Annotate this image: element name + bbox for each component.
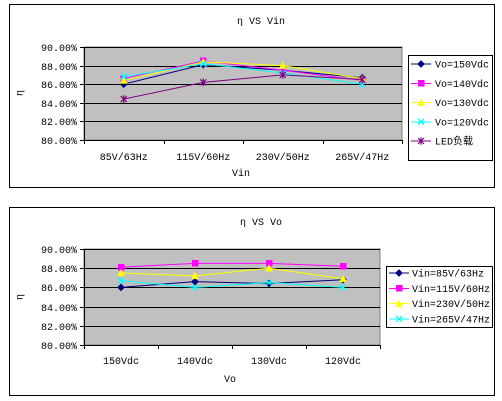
chart-2-legend-marker — [395, 299, 403, 307]
chart-2-legend-label: Vin=230V/50Hz — [412, 299, 490, 311]
chart-2-legend-marker — [395, 269, 403, 277]
chart-2-y-tick-label: 86.00% — [41, 284, 77, 295]
chart-1-legend-marker — [417, 80, 425, 87]
chart-1-series-3-point — [119, 76, 128, 84]
chart-1-y-axis-label: η — [16, 90, 27, 96]
chart-2-series-3-point — [191, 271, 199, 280]
chart-2-frame: η VS Vo 80.00% 82.00% 84.00% 86.00% 88.00% 90.… — [9, 207, 495, 396]
chart-1-y-tick-label: 82.00% — [41, 118, 77, 129]
chart-2-title: η VS Vo — [240, 218, 282, 229]
chart-2-series-1-point — [191, 277, 199, 286]
chart-1-legend: Vo=150Vdc Vo=140Vdc Vo=130Vdc Vo=120Vdc LED负… — [408, 55, 493, 161]
chart-1-legend-entry: LED负载 — [411, 135, 473, 149]
chart-1-series-4-point — [120, 73, 128, 81]
chart-2-series-4-point — [117, 277, 125, 285]
chart-1-series-1-line — [123, 64, 363, 85]
chart-1-legend-marker — [417, 60, 425, 68]
chart-2-series-2-point — [339, 263, 347, 270]
chart-1-series-4-line — [123, 63, 363, 85]
chart-2-legend-marker — [395, 285, 403, 292]
chart-1-series-5-point — [279, 71, 287, 79]
chart-2-y-axis-label: η — [16, 294, 27, 300]
chart-2-series-4-point — [339, 283, 347, 291]
chart-2-legend-label: Vin=85V/63Hz — [412, 269, 484, 281]
chart-1-legend-entry: Vo=130Vdc — [411, 98, 489, 110]
chart-1-series-3-point — [278, 61, 287, 69]
chart-2-legend-marker — [395, 315, 403, 323]
chart-1-y-tick-label: 88.00% — [41, 63, 77, 74]
chart-2-legend: Vin=85V/63Hz Vin=115V/60Hz Vin=230V/50Hz Vi… — [386, 266, 493, 328]
chart-2-plot-area — [83, 248, 381, 346]
chart-2-series-4-line — [120, 280, 344, 288]
chart-2-svg: η VS Vo 80.00% 82.00% 84.00% 86.00% 88.00% 90.… — [16, 218, 493, 386]
chart-1-legend-marker — [417, 118, 425, 126]
chart-1-x-tick-label: 230V/50Hz — [256, 152, 310, 164]
chart-2-x-tick-label: 130Vdc — [251, 356, 287, 368]
chart-2-legend-entry: Vin=265V/47Hz — [389, 314, 490, 326]
chart-2-series-2-point — [191, 260, 199, 267]
chart-2-series-1-point — [117, 283, 125, 292]
chart-1-y-tick-label: 84.00% — [41, 100, 77, 111]
chart-2-y-tick-label: 80.00% — [41, 342, 77, 353]
chart-2-series-4-point — [265, 279, 273, 287]
chart-2-y-tick-label: 84.00% — [41, 304, 77, 315]
chart-1-frame: η VS Vin 80.00% 82.00% 84.00% 86.00% 88.00% 90… — [9, 4, 495, 188]
chart-1-series-5-line — [123, 74, 363, 100]
chart-2-legend-entry: Vin=115V/60Hz — [389, 284, 490, 296]
chart-1-x-tick-label: 115V/60Hz — [176, 152, 230, 164]
chart-2-legend-box — [386, 266, 493, 328]
chart-2-legend-entry: Vin=85V/63Hz — [389, 269, 484, 281]
chart-2-series-3-point — [339, 274, 347, 283]
chart-1-series-5-point — [199, 78, 207, 87]
chart-2-series-3-point — [265, 264, 273, 272]
chart-1-legend-marker — [417, 137, 425, 145]
chart-1-legend-marker — [417, 98, 425, 106]
chart-2-y-tick-label: 90.00% — [41, 246, 77, 257]
chart-2-series-3-point — [117, 268, 125, 277]
chart-1-series-5-point — [120, 95, 128, 103]
chart-1-legend-label: LED负载 — [435, 135, 473, 149]
chart-2-y-tick-label: 88.00% — [41, 265, 77, 276]
chart-1-legend-label: Vo=140Vdc — [435, 79, 489, 91]
chart-2-legend-label: Vin=115V/60Hz — [412, 284, 490, 296]
chart-2-series-4 — [117, 277, 347, 291]
chart-1-x-tick-label: 265V/47Hz — [335, 152, 389, 164]
chart-2-series-3 — [117, 264, 347, 283]
chart-1-title: η VS Vin — [237, 16, 285, 28]
chart-2-x-tick-label: 140Vdc — [177, 356, 213, 368]
chart-1-y-tick-label: 80.00% — [41, 137, 77, 148]
chart-2-series-2 — [117, 260, 347, 271]
chart-1-series-3 — [119, 57, 367, 84]
chart-2-series-3-line — [120, 267, 344, 280]
chart-1-series-3-line — [123, 61, 363, 81]
chart-1-legend-entry: Vo=150Vdc — [411, 60, 489, 72]
chart-1-legend-entry: Vo=140Vdc — [411, 79, 489, 91]
chart-2-series-2-line — [120, 262, 344, 268]
chart-1-y-tick-label: 86.00% — [41, 81, 77, 92]
chart-1-legend-label: Vo=150Vdc — [435, 60, 489, 72]
chart-1-legend-entry: Vo=120Vdc — [411, 117, 489, 129]
chart-2-y-tick-label: 82.00% — [41, 323, 77, 334]
chart-1-legend-label: Vo=130Vdc — [435, 98, 489, 110]
chart-1-svg: η VS Vin 80.00% 82.00% 84.00% 86.00% 88.00% 90… — [16, 16, 493, 180]
chart-1-x-axis-label: Vin — [232, 168, 250, 180]
chart-1-y-tick-label: 90.00% — [41, 44, 77, 55]
chart-2-x-axis-label: Vo — [224, 375, 236, 386]
chart-1-series-5 — [120, 71, 366, 103]
chart-2-series-4-point — [191, 283, 199, 291]
chart-1-series-4-point — [199, 60, 207, 68]
chart-2-x-tick-label: 150Vdc — [103, 356, 139, 368]
chart-2-legend-label: Vin=265V/47Hz — [412, 314, 490, 326]
chart-1-plot-area — [83, 46, 403, 141]
chart-1-legend-label: Vo=120Vdc — [435, 117, 489, 129]
chart-2-legend-entry: Vin=230V/50Hz — [389, 299, 490, 311]
chart-1-series-5-point — [358, 75, 366, 84]
chart-2-x-tick-label: 120Vdc — [325, 356, 361, 368]
chart-1-x-tick-label: 85V/63Hz — [100, 152, 148, 164]
